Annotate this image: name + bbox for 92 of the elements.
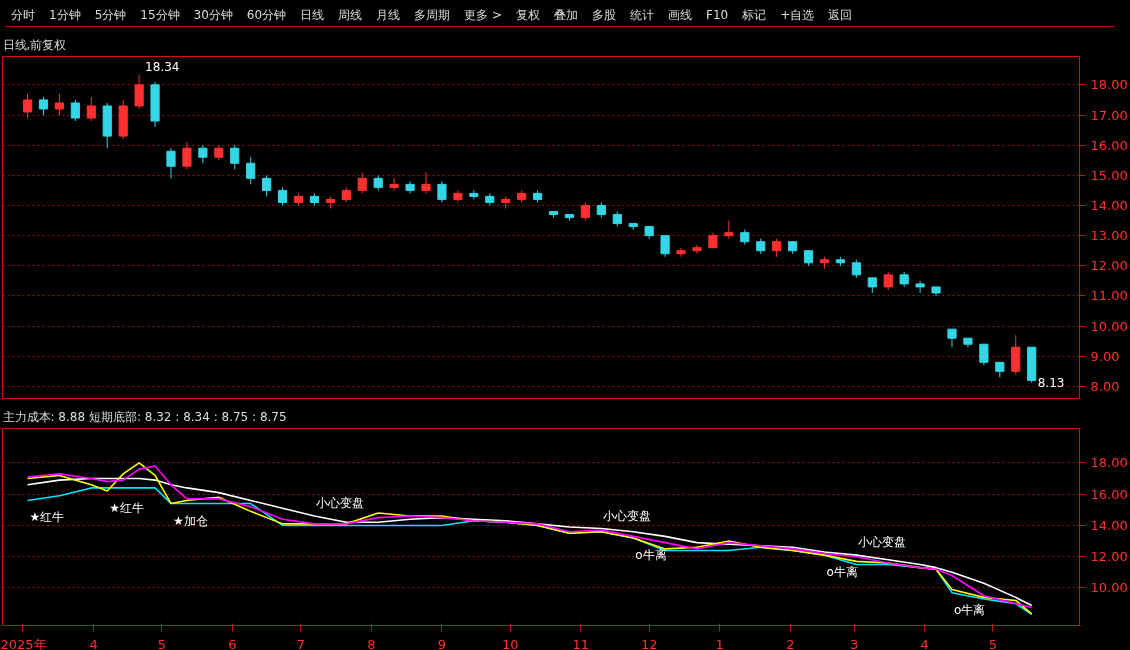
text: 画线 <box>668 8 692 22</box>
y-tick-label: 12.00 <box>1090 258 1128 274</box>
x-tick-label: 5 <box>157 636 167 650</box>
x-tick-label: 12 <box>640 636 658 650</box>
x-tick-label: 3 <box>849 636 859 650</box>
y-tick-label: 15.00 <box>1090 167 1128 183</box>
annotation: o牛离 <box>635 547 667 562</box>
candlestick <box>692 244 702 255</box>
candlestick <box>166 147 176 179</box>
x-tick-label: 6 <box>228 636 237 650</box>
text: +自选 <box>780 8 815 22</box>
candlestick <box>580 201 590 222</box>
candlestick <box>724 220 734 240</box>
y-tick-label: 10.00 <box>1090 318 1128 334</box>
annotation: 小心变盘 <box>858 535 907 550</box>
candlestick <box>262 174 272 197</box>
candlestick <box>198 144 208 164</box>
candlestick <box>86 96 96 122</box>
x-tick-label: 4 <box>89 636 98 650</box>
text: 60分钟 <box>246 8 287 22</box>
y-tick-label: 8.00 <box>1090 378 1120 394</box>
text: 复权 <box>516 8 540 22</box>
x-tick-label: 5 <box>988 636 998 650</box>
candlestick <box>947 328 957 348</box>
y-tick-label: 16.00 <box>1090 137 1128 153</box>
x-tick-label: 2025年 <box>0 636 47 650</box>
candlestick <box>883 271 893 291</box>
candlestick <box>979 343 989 366</box>
text: 月线 <box>376 8 401 22</box>
text: 15分钟 <box>140 8 180 22</box>
y-tick-label: 9.00 <box>1090 348 1120 364</box>
candlestick <box>70 99 80 122</box>
candlestick <box>772 238 782 258</box>
y-tick-label: 18.00 <box>1090 455 1128 471</box>
text: 叠加 <box>554 8 578 22</box>
y-tick-label: 16.00 <box>1090 486 1128 502</box>
x-tick-label: 1 <box>715 636 724 650</box>
chart-title: 主力成本: 8.88 短期底部: 8.32 : 8.34 : 8.75 : 8.75 <box>2 409 287 424</box>
annotation: 18.34 <box>145 59 180 74</box>
x-tick-label: 11 <box>572 636 590 650</box>
candlestick <box>54 93 65 116</box>
text: 5分钟 <box>94 8 127 22</box>
y-tick-label: 17.00 <box>1090 107 1128 123</box>
annotation: ★红牛 <box>29 510 65 525</box>
candlestick <box>389 177 399 191</box>
candlestick <box>230 144 240 170</box>
text: 1分钟 <box>49 8 81 22</box>
text: 多股 <box>592 8 616 22</box>
candlestick <box>22 93 33 119</box>
candlestick <box>421 171 431 194</box>
y-tick-label: 14.00 <box>1090 517 1128 533</box>
annotation: o牛离 <box>826 565 858 580</box>
candlestick <box>357 171 367 194</box>
candlestick <box>676 247 686 258</box>
annotation: ★加仓 <box>172 513 208 528</box>
annotation: 小心变盘 <box>316 496 365 511</box>
text: F10 <box>706 8 729 22</box>
candlestick <box>134 74 144 110</box>
text: 30分钟 <box>193 8 233 22</box>
annotation: 8.13 <box>1037 376 1065 391</box>
x-tick-label: 2 <box>786 636 795 650</box>
x-tick-label: 9 <box>437 636 447 650</box>
chart-title: 日线,前复权 <box>2 37 67 52</box>
candlestick <box>660 235 670 258</box>
candlestick <box>851 259 861 279</box>
y-tick-label: 13.00 <box>1090 228 1128 244</box>
text: 分时 <box>11 8 35 22</box>
candlestick <box>915 280 925 294</box>
y-tick-label: 11.00 <box>1090 288 1128 304</box>
annotation: o牛离 <box>953 602 986 617</box>
x-tick-label: 4 <box>920 636 929 650</box>
y-tick-label: 14.00 <box>1090 197 1128 213</box>
x-tick-label: 8 <box>367 636 376 650</box>
candlestick <box>437 180 447 203</box>
annotation: ★红牛 <box>109 501 145 516</box>
y-tick-label: 12.00 <box>1090 549 1128 565</box>
text: 返回 <box>828 8 853 22</box>
text: 日线 <box>300 8 325 22</box>
y-tick-label: 18.00 <box>1090 77 1128 93</box>
candlestick <box>246 156 256 185</box>
candlestick <box>182 141 192 170</box>
y-tick-label: 10.00 <box>1090 580 1128 596</box>
candlestick <box>38 96 49 116</box>
text: 更多 > <box>464 8 502 22</box>
text: 标记 <box>742 8 767 22</box>
text: 周线 <box>338 8 363 22</box>
text: 多周期 <box>414 8 451 22</box>
x-tick-label: 10 <box>501 636 519 650</box>
annotation: 小心变盘 <box>603 508 652 523</box>
text: 统计 <box>630 8 654 22</box>
x-tick-label: 7 <box>296 636 305 650</box>
candlestick <box>277 186 288 206</box>
